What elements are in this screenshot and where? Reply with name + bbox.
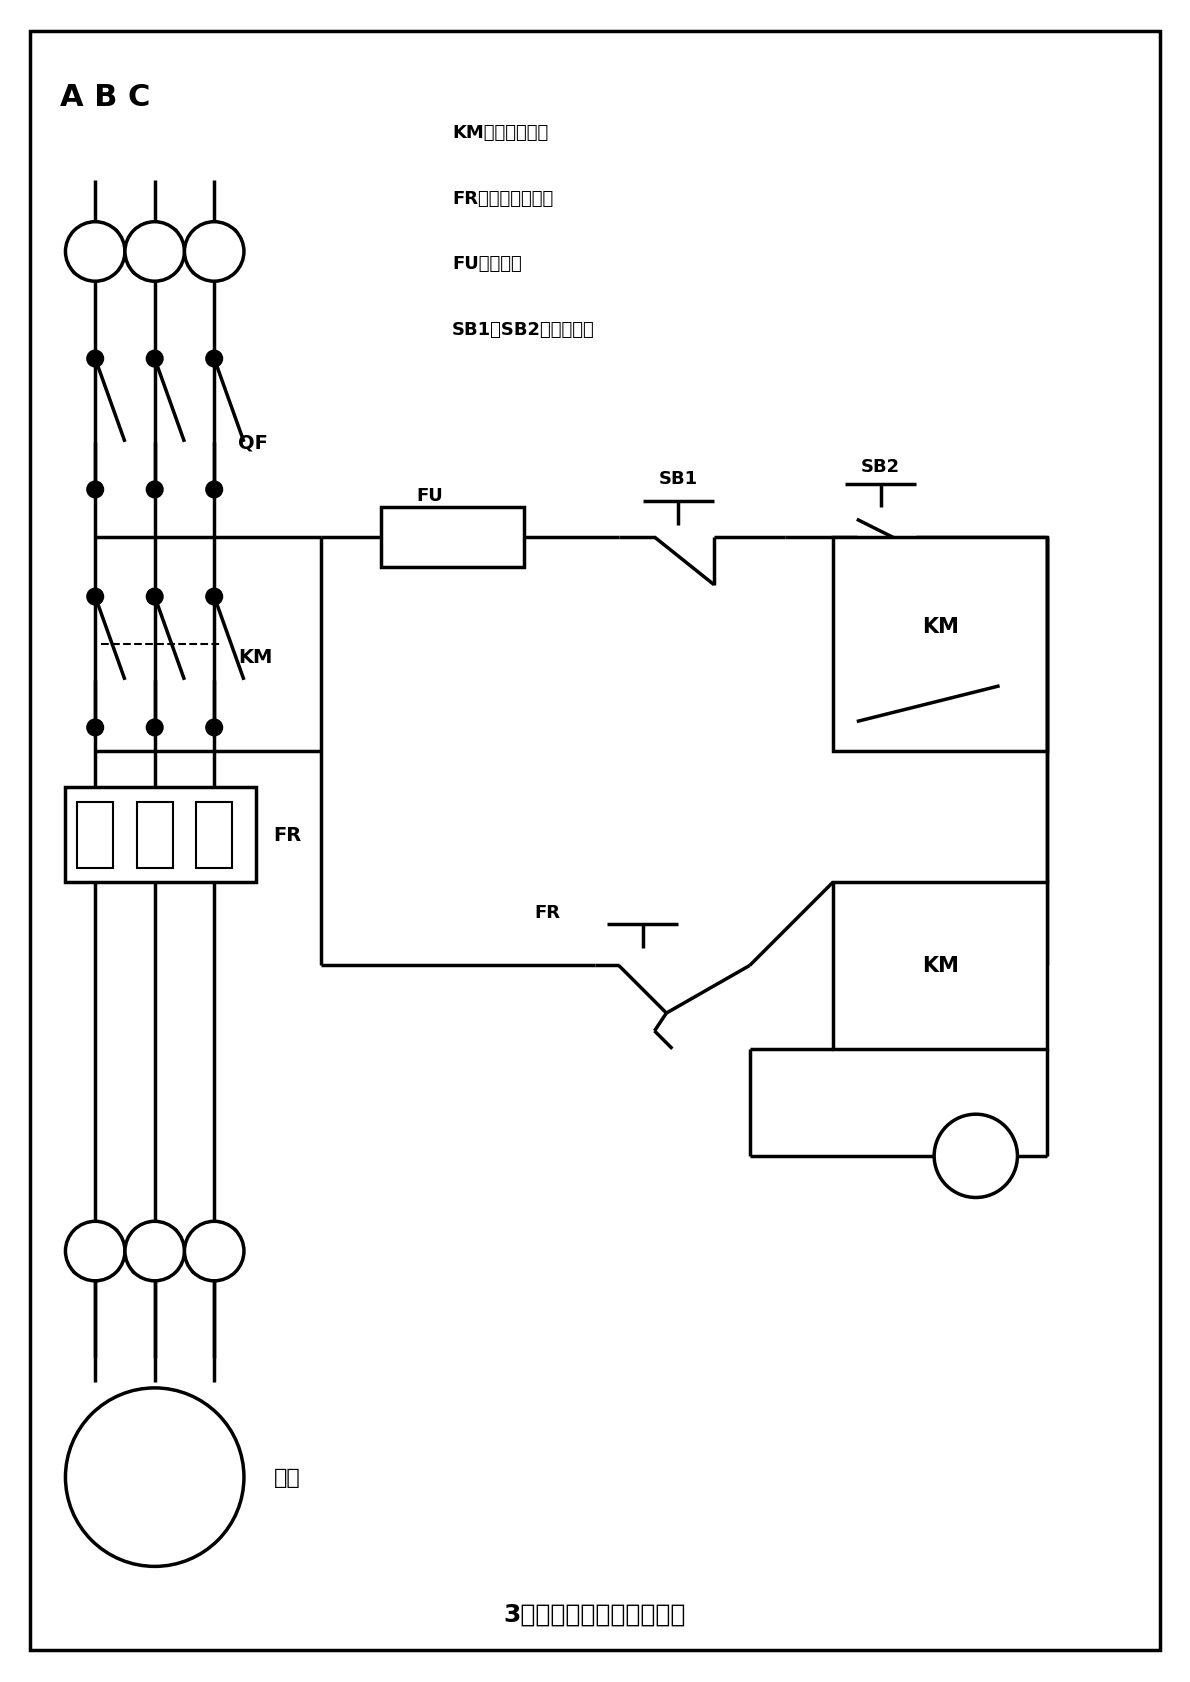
Circle shape — [87, 589, 104, 606]
Circle shape — [65, 1388, 244, 1566]
Text: KM: KM — [238, 648, 273, 666]
Circle shape — [146, 720, 163, 737]
FancyBboxPatch shape — [196, 802, 232, 868]
FancyBboxPatch shape — [833, 883, 1047, 1050]
FancyBboxPatch shape — [381, 508, 524, 567]
Text: KM: KM — [922, 617, 958, 637]
Circle shape — [206, 720, 223, 737]
Circle shape — [87, 352, 104, 368]
Circle shape — [125, 222, 184, 283]
Circle shape — [934, 1115, 1017, 1198]
Circle shape — [125, 1221, 184, 1282]
Text: KM：交流接触器: KM：交流接触器 — [452, 124, 549, 143]
Circle shape — [87, 481, 104, 498]
FancyBboxPatch shape — [137, 802, 173, 868]
Text: KM: KM — [922, 955, 958, 976]
Text: 3相电机启、停控制接线图: 3相电机启、停控制接线图 — [503, 1601, 687, 1626]
Text: 电机: 电机 — [274, 1467, 300, 1487]
FancyBboxPatch shape — [30, 32, 1160, 1650]
Circle shape — [146, 481, 163, 498]
Circle shape — [65, 222, 125, 283]
Circle shape — [206, 589, 223, 606]
Circle shape — [184, 1221, 244, 1282]
Text: FU：保险丝: FU：保险丝 — [452, 256, 522, 272]
Text: M: M — [139, 1463, 170, 1492]
Text: FR: FR — [534, 903, 560, 922]
Circle shape — [65, 1221, 125, 1282]
Circle shape — [146, 589, 163, 606]
FancyBboxPatch shape — [77, 802, 113, 868]
Text: SB1、SB2：启停按钮: SB1、SB2：启停按钮 — [452, 321, 595, 338]
Text: SB1: SB1 — [659, 469, 697, 488]
Circle shape — [206, 481, 223, 498]
Text: FR：热过载继电器: FR：热过载继电器 — [452, 190, 553, 209]
FancyBboxPatch shape — [833, 538, 1047, 752]
Text: FU: FU — [416, 488, 443, 505]
Circle shape — [146, 352, 163, 368]
Text: SB2: SB2 — [862, 458, 900, 476]
Circle shape — [206, 352, 223, 368]
FancyBboxPatch shape — [65, 787, 256, 883]
Text: A B C: A B C — [60, 82, 150, 113]
Circle shape — [184, 222, 244, 283]
Circle shape — [87, 720, 104, 737]
Text: FR: FR — [274, 826, 302, 844]
Text: QF: QF — [238, 432, 268, 452]
